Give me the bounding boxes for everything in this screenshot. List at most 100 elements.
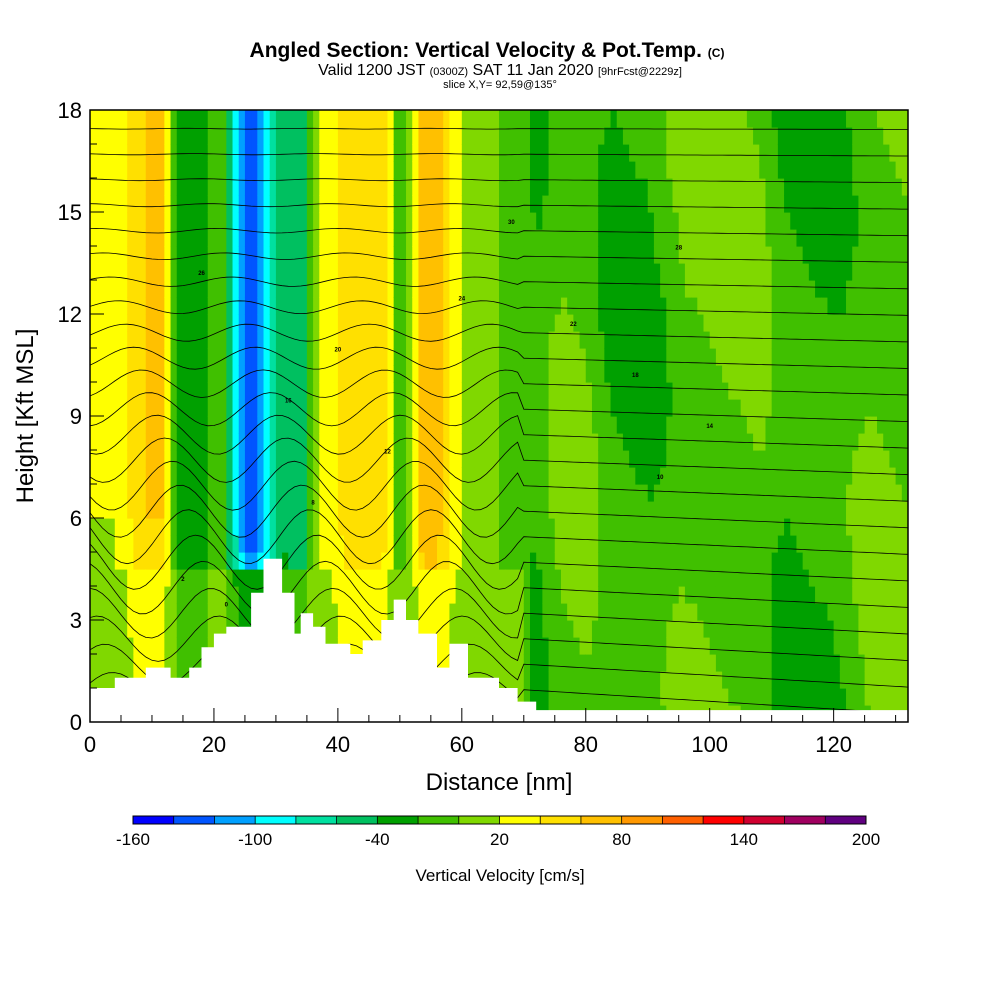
velocity-cell-4565 (870, 212, 878, 230)
velocity-cell-4499 (858, 110, 866, 128)
velocity-cell-1644 (368, 297, 376, 315)
velocity-cell-3754 (734, 535, 742, 553)
velocity-cell-1529 (350, 416, 358, 434)
velocity-cell-211 (120, 178, 128, 196)
velocity-cell-1306 (313, 535, 320, 553)
velocity-cell-2338 (486, 127, 494, 145)
velocity-cell-1211 (294, 314, 302, 332)
velocity-cell-4662 (889, 399, 897, 417)
velocity-cell-68 (96, 161, 103, 179)
velocity-cell-2696 (548, 161, 556, 179)
velocity-cell-1672 (375, 433, 382, 451)
velocity-cell-2379 (499, 654, 506, 672)
velocity-cell-3080 (616, 365, 624, 383)
velocity-cell-3916 (759, 229, 767, 247)
velocity-cell-3669 (715, 144, 723, 162)
velocity-cell-4552 (870, 433, 878, 451)
velocity-cell-2906 (585, 263, 593, 281)
velocity-cell-4294 (827, 535, 835, 553)
velocity-cell-3955 (765, 178, 773, 196)
velocity-cell-1487 (344, 518, 351, 536)
velocity-cell-2608 (536, 433, 543, 451)
velocity-cell-698 (207, 467, 215, 485)
velocity-cell-4492 (858, 229, 866, 247)
velocity-cell-2656 (542, 229, 550, 247)
velocity-cell-2893 (585, 484, 593, 502)
velocity-cell-101 (102, 212, 110, 230)
velocity-cell-2969 (598, 416, 605, 434)
velocity-cell-3988 (771, 229, 779, 247)
velocity-cell-3368 (666, 365, 674, 383)
velocity-cell-2769 (560, 144, 568, 162)
velocity-cell-389 (151, 212, 159, 230)
velocity-cell-430 (158, 127, 165, 145)
velocity-cell-307 (139, 382, 147, 400)
velocity-cell-260 (133, 569, 141, 587)
velocity-cell-1626 (368, 603, 376, 621)
velocity-cell-4207 (808, 178, 816, 196)
velocity-cell-4087 (790, 382, 798, 400)
velocity-cell-3711 (728, 654, 736, 672)
velocity-cell-2215 (468, 382, 475, 400)
velocity-cell-2075 (443, 314, 451, 332)
velocity-cell-4312 (827, 229, 835, 247)
velocity-cell-54 (96, 399, 103, 417)
velocity-cell-2759 (560, 314, 568, 332)
velocity-cell-2084 (443, 161, 451, 179)
velocity-cell-4118 (796, 467, 804, 485)
velocity-cell-2503 (517, 382, 525, 400)
velocity-cell-4151 (802, 518, 810, 536)
velocity-cell-2325 (486, 348, 494, 366)
velocity-cell-366 (151, 603, 159, 621)
velocity-cell-2825 (573, 416, 581, 434)
velocity-cell-4061 (784, 212, 791, 230)
velocity-cell-4059 (784, 246, 791, 264)
velocity-cell-3117 (622, 348, 630, 366)
velocity-cell-2634 (542, 603, 550, 621)
velocity-cell-2854 (579, 535, 587, 553)
velocity-cell-4684 (895, 637, 903, 655)
velocity-cell-1674 (375, 399, 382, 417)
velocity-cell-550 (182, 535, 190, 553)
theta-contour-6 (90, 509, 908, 565)
velocity-cell-3578 (703, 467, 711, 485)
velocity-cell-1125 (282, 552, 289, 570)
velocity-cell-456 (164, 297, 172, 315)
velocity-cell-4245 (815, 144, 822, 162)
velocity-cell-2427 (505, 450, 512, 468)
velocity-cell-554 (182, 467, 190, 485)
velocity-cell-761 (220, 620, 227, 638)
velocity-cell-4170 (802, 195, 810, 213)
velocity-cell-4618 (883, 535, 891, 553)
velocity-cell-1458 (337, 399, 345, 417)
velocity-cell-3558 (697, 195, 705, 213)
velocity-cell-4591 (877, 382, 884, 400)
velocity-cell-4018 (777, 331, 785, 349)
velocity-cell-2973 (598, 348, 605, 366)
velocity-cell-1686 (375, 195, 382, 213)
velocity-cell-4345 (833, 280, 841, 298)
velocity-cell-2363 (492, 314, 500, 332)
velocity-cell-2348 (492, 569, 500, 587)
velocity-cell-3592 (703, 229, 711, 247)
velocity-cell-1257 (300, 144, 308, 162)
velocity-cell-3763 (734, 382, 742, 400)
velocity-cell-2279 (480, 518, 488, 536)
velocity-cell-2708 (554, 569, 562, 587)
velocity-cell-560 (182, 365, 190, 383)
velocity-cell-3369 (666, 348, 674, 366)
velocity-cell-4111 (796, 586, 804, 604)
velocity-cell-4481 (858, 416, 866, 434)
velocity-cell-2343 (492, 654, 500, 672)
velocity-cell-556 (182, 433, 190, 451)
velocity-cell-3201 (635, 144, 643, 162)
velocity-cell-3270 (647, 195, 655, 213)
velocity-cell-2746 (560, 535, 568, 553)
velocity-cell-3261 (647, 348, 655, 366)
velocity-cell-4446 (852, 399, 860, 417)
velocity-cell-3362 (666, 467, 674, 485)
velocity-cell-4332 (833, 501, 841, 519)
velocity-cell-3380 (666, 161, 674, 179)
velocity-cell-3349 (666, 688, 674, 706)
velocity-cell-4227 (815, 450, 822, 468)
